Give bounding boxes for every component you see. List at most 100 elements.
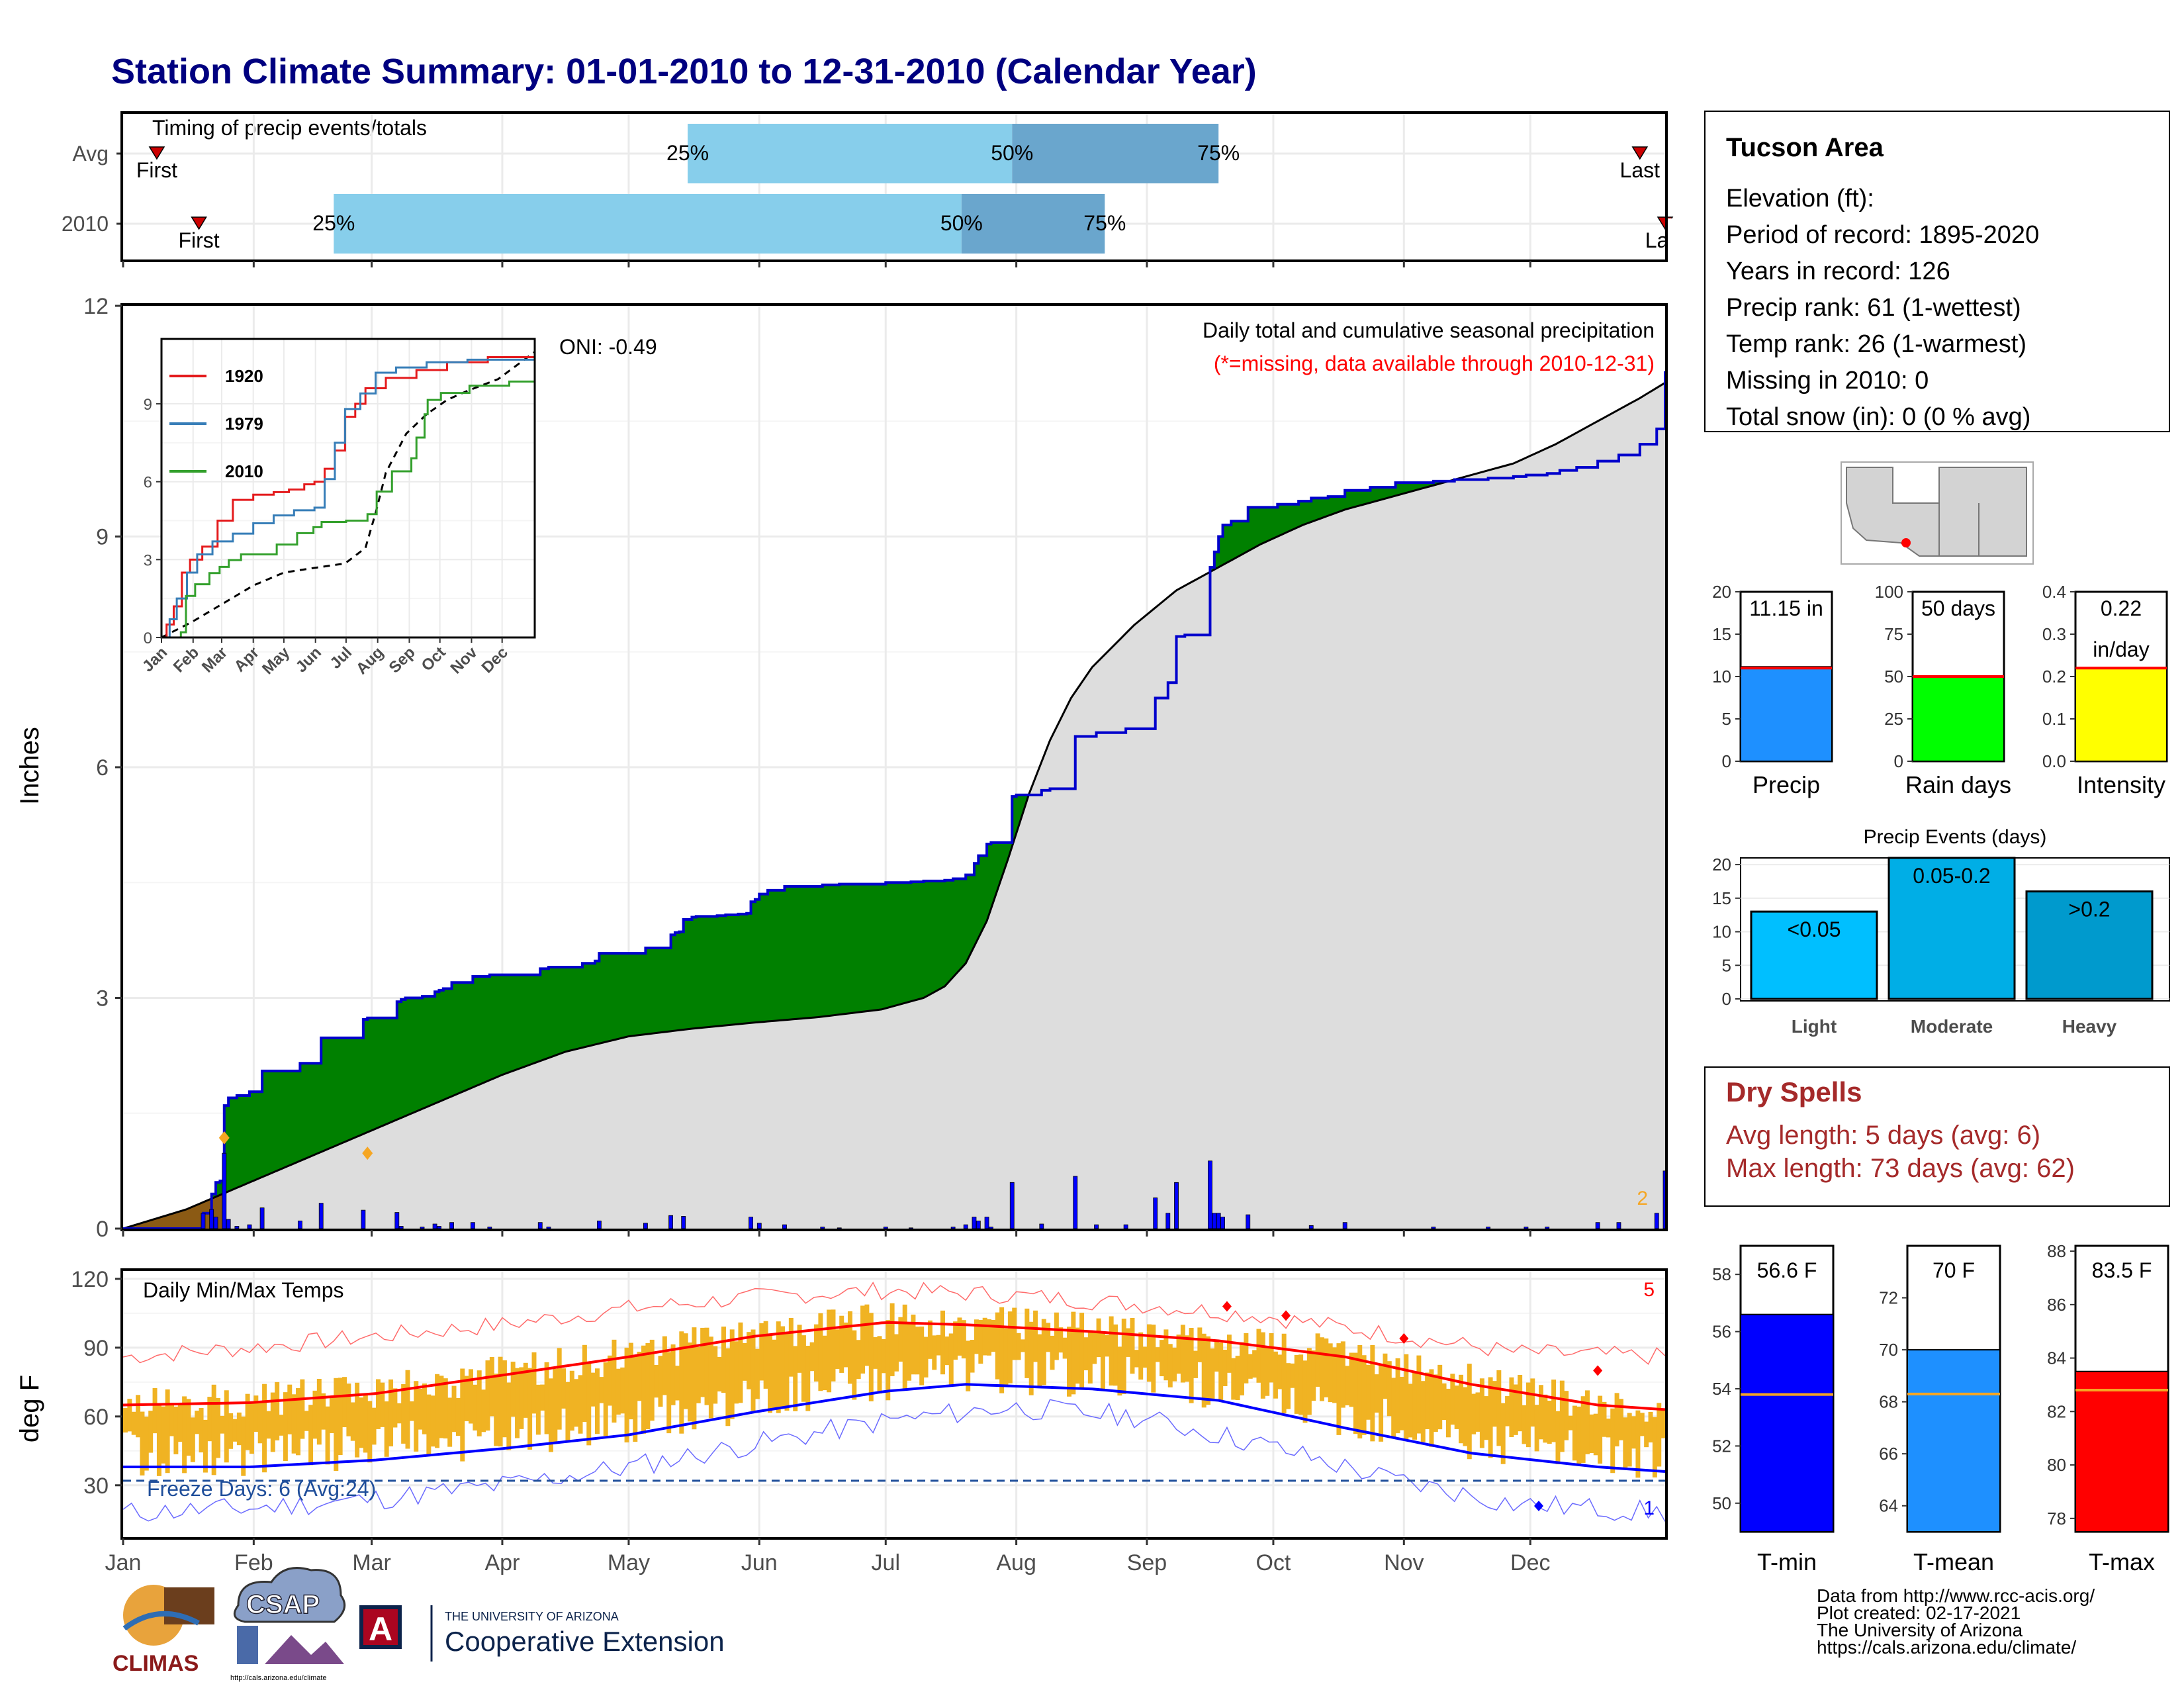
missing-note: (*=missing, data available through 2010-… (1214, 352, 1655, 375)
daily-temp-range-bar (169, 1403, 174, 1436)
daily-temp-range-bar (565, 1382, 570, 1441)
daily-temp-range-bar (641, 1345, 646, 1434)
daily-temp-range-bar (401, 1383, 406, 1444)
daily-temp-range-bar (1172, 1347, 1177, 1382)
oni-value: ONI: -0.49 (559, 335, 657, 359)
daily-temp-range-bar (1475, 1392, 1480, 1432)
daily-temp-range-bar (152, 1388, 158, 1434)
daily-temp-range-bar (856, 1340, 861, 1380)
daily-precip-bar (1094, 1224, 1099, 1229)
precip-events-chart: Precip Events (days) 0 5 10 15 20 <0.05 Light 0.… (1712, 826, 2170, 1037)
daily-precip-bar (546, 1227, 551, 1229)
daily-temp-range-bar (590, 1372, 596, 1407)
daily-temp-range-bar (1618, 1399, 1623, 1440)
record-high-marker (1399, 1333, 1409, 1344)
daily-temp-range-bar (1463, 1387, 1468, 1446)
daily-temp-range-bar (1614, 1393, 1619, 1447)
daily-temp-range-bar (633, 1355, 638, 1442)
daily-precip-bar (1595, 1222, 1600, 1229)
daily-temp-range-bar (426, 1394, 432, 1455)
timing-panel: Timing of precip events/totals 25% 50% 75%… (62, 111, 1701, 267)
daily-temp-range-bar (502, 1360, 507, 1438)
daily-temp-range-bar (1657, 1403, 1662, 1467)
daily-temp-range-bar (944, 1336, 950, 1366)
daily-temp-range-bar (982, 1317, 987, 1356)
inset-frame (160, 338, 536, 639)
daily-temp-range-bar (1083, 1337, 1089, 1371)
daily-temp-range-bar (300, 1379, 305, 1439)
daily-temp-range-bar (881, 1338, 886, 1374)
daily-temp-range-bar (270, 1392, 275, 1452)
daily-temp-range-bar (485, 1360, 490, 1431)
daily-temp-range-bar (1559, 1380, 1565, 1452)
month-label: Apr (484, 1550, 520, 1575)
temp-bar-ytick-label: 78 (2047, 1509, 2066, 1528)
daily-temp-range-bar (1062, 1337, 1068, 1359)
daily-temp-range-bar (1420, 1381, 1426, 1442)
inset-ytick-label: 3 (144, 551, 152, 569)
inset-series-line-1920 (161, 346, 536, 639)
daily-temp-range-bar (1652, 1417, 1657, 1477)
daily-temp-range-bar (355, 1382, 360, 1458)
daily-temp-range-bar (1353, 1352, 1358, 1434)
daily-temp-range-bar (1155, 1347, 1160, 1362)
daily-temp-range-bar (957, 1317, 962, 1356)
daily-temp-range-bar (961, 1320, 966, 1359)
temp-bar-value: 56.6 F (1757, 1258, 1817, 1282)
daily-temp-range-bar (763, 1321, 768, 1389)
ua-extension-text: Cooperative Extension (445, 1626, 725, 1657)
daily-temp-range-bar (1539, 1385, 1543, 1440)
daily-temp-range-bar (654, 1365, 659, 1398)
events-ytick-label: 10 (1712, 922, 1731, 942)
daily-temp-range-bar (692, 1327, 697, 1430)
daily-temp-range-bar (1248, 1354, 1253, 1379)
daily-temp-range-bar (1302, 1360, 1308, 1423)
daily-temp-range-bar (1610, 1408, 1615, 1474)
daily-temp-range-bar (447, 1397, 453, 1447)
daily-precip-bar (1308, 1225, 1314, 1229)
temp-bar-fill (1740, 1313, 1834, 1533)
daily-precip-bar (487, 1227, 492, 1229)
daily-temp-range-bar (1142, 1346, 1148, 1368)
daily-precip-bar (1486, 1227, 1491, 1229)
daily-temp-range-bar (173, 1406, 179, 1454)
temp-ytick-label: 60 (83, 1405, 109, 1430)
average-max-temp-line (122, 1321, 1666, 1411)
daily-temp-range-bar (224, 1390, 229, 1463)
daily-temp-range-bar (658, 1356, 663, 1407)
temp-ytick-label: 90 (83, 1336, 109, 1361)
daily-temp-range-bar (595, 1368, 600, 1434)
info-line: Missing in 2010: 0 (1726, 367, 1929, 395)
inset-legend-label: 1979 (225, 414, 263, 434)
footer-line-3: The University of Arizona (1817, 1620, 2023, 1640)
daily-temp-range-bar (1454, 1385, 1459, 1429)
daily-temp-range-bar (531, 1352, 537, 1414)
daily-temp-range-bar (940, 1310, 945, 1375)
footer-line-1: Data from http://www.rcc-acis.org/ (1817, 1585, 2095, 1606)
daily-temp-range-bar (1593, 1413, 1598, 1456)
daily-temp-range-bar (1075, 1327, 1080, 1384)
daily-temp-range-bar (923, 1336, 929, 1378)
inset-ytick-label: 6 (144, 474, 152, 492)
daily-temp-range-bar (1121, 1319, 1126, 1394)
daily-temp-range-bar (1580, 1396, 1586, 1463)
events-category-label: Heavy (2062, 1016, 2117, 1037)
daily-precip-bar (213, 1217, 218, 1229)
daily-temp-range-bar (350, 1402, 355, 1441)
temp-bar-ytick-label: 70 (1879, 1340, 1898, 1360)
daily-temp-range-bar (1492, 1381, 1497, 1427)
daily-precip-bar (1165, 1213, 1171, 1229)
daily-temp-range-bar (494, 1374, 499, 1446)
daily-temp-range-bar (1644, 1421, 1649, 1448)
daily-temp-range-bar (443, 1378, 448, 1439)
daily-temp-range-bar (1416, 1355, 1422, 1434)
temp-bar-ytick-label: 82 (2047, 1401, 2066, 1421)
daily-temp-range-bar (283, 1392, 288, 1462)
daily-temp-range-bar (1020, 1339, 1025, 1352)
daily-temp-range-bar (721, 1327, 726, 1393)
daily-temp-range-bar (1525, 1382, 1531, 1448)
record-high-marker (1593, 1365, 1603, 1376)
ua-small-text: THE UNIVERSITY OF ARIZONA (445, 1610, 619, 1623)
daily-precip-bar (537, 1222, 543, 1229)
summary-bar-value: 0.22 (2101, 596, 2142, 620)
